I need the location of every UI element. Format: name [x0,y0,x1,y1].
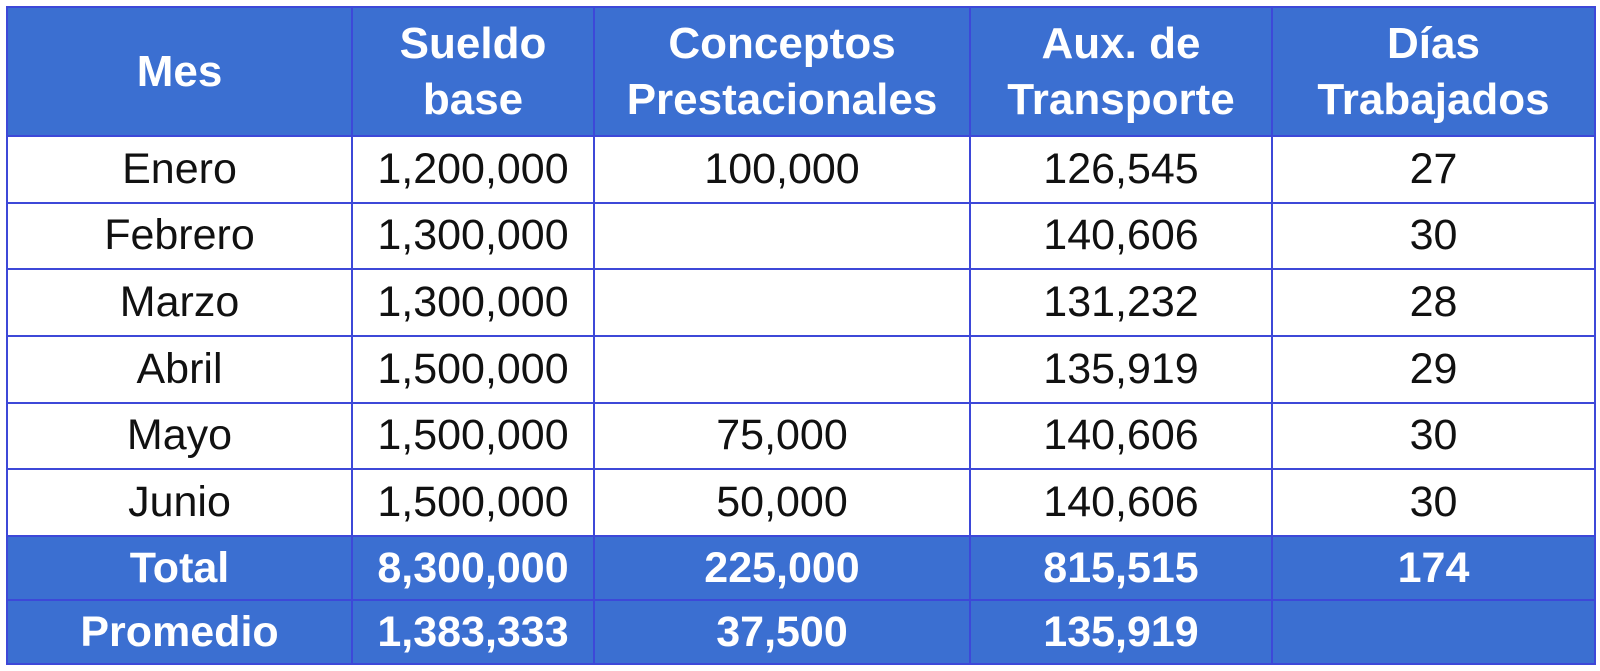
table-row: Junio 1,500,000 50,000 140,606 30 [6,468,1596,537]
cell-mes: Marzo [6,268,353,337]
cell-dias-trabajados: 30 [1271,401,1596,471]
table-row: Marzo 1,300,000 131,232 28 [6,268,1596,337]
cell-sueldo-base: 1,300,000 [351,268,595,337]
cell-sueldo-base: 1,500,000 [351,334,595,404]
average-aux-transporte: 135,919 [969,599,1273,665]
cell-dias-trabajados: 27 [1271,135,1596,204]
cell-conceptos-prestacionales: 50,000 [593,468,971,537]
cell-dias-trabajados: 29 [1271,334,1596,404]
average-label: Promedio [6,599,353,665]
table-row: Enero 1,200,000 100,000 126,545 27 [6,135,1596,204]
total-row: Total 8,300,000 225,000 815,515 174 [6,535,1596,601]
total-label: Total [6,535,353,601]
table-row: Abril 1,500,000 135,919 29 [6,334,1596,404]
header-dias-trabajados: Días Trabajados [1271,6,1596,137]
cell-mes: Febrero [6,201,353,271]
cell-mes: Junio [6,468,353,537]
cell-aux-transporte: 140,606 [969,201,1273,271]
payroll-table: Mes Sueldo base Conceptos Prestacionales… [6,6,1596,665]
total-sueldo-base: 8,300,000 [351,535,595,601]
header-row: Mes Sueldo base Conceptos Prestacionales… [6,6,1596,137]
payroll-table-container: Mes Sueldo base Conceptos Prestacionales… [6,6,1596,665]
cell-aux-transporte: 135,919 [969,334,1273,404]
cell-aux-transporte: 140,606 [969,468,1273,537]
cell-conceptos-prestacionales [593,334,971,404]
average-sueldo-base: 1,383,333 [351,599,595,665]
cell-dias-trabajados: 28 [1271,268,1596,337]
total-dias-trabajados: 174 [1271,535,1596,601]
header-aux-transporte: Aux. de Transporte [969,6,1273,137]
header-mes: Mes [6,6,353,137]
table-body: Enero 1,200,000 100,000 126,545 27 Febre… [6,135,1596,537]
cell-sueldo-base: 1,500,000 [351,401,595,471]
cell-conceptos-prestacionales [593,201,971,271]
cell-conceptos-prestacionales [593,268,971,337]
header-conceptos-prestacionales: Conceptos Prestacionales [593,6,971,137]
cell-conceptos-prestacionales: 100,000 [593,135,971,204]
cell-aux-transporte: 140,606 [969,401,1273,471]
cell-sueldo-base: 1,500,000 [351,468,595,537]
average-conceptos-prestacionales: 37,500 [593,599,971,665]
average-row: Promedio 1,383,333 37,500 135,919 [6,599,1596,665]
total-aux-transporte: 815,515 [969,535,1273,601]
cell-mes: Mayo [6,401,353,471]
cell-aux-transporte: 131,232 [969,268,1273,337]
cell-mes: Abril [6,334,353,404]
cell-aux-transporte: 126,545 [969,135,1273,204]
table-footer: Total 8,300,000 225,000 815,515 174 Prom… [6,535,1596,665]
table-row: Febrero 1,300,000 140,606 30 [6,201,1596,271]
cell-mes: Enero [6,135,353,204]
table-header: Mes Sueldo base Conceptos Prestacionales… [6,6,1596,137]
header-sueldo-base: Sueldo base [351,6,595,137]
table-row: Mayo 1,500,000 75,000 140,606 30 [6,401,1596,471]
cell-sueldo-base: 1,200,000 [351,135,595,204]
cell-sueldo-base: 1,300,000 [351,201,595,271]
average-dias-trabajados [1271,599,1596,665]
cell-dias-trabajados: 30 [1271,201,1596,271]
cell-dias-trabajados: 30 [1271,468,1596,537]
total-conceptos-prestacionales: 225,000 [593,535,971,601]
cell-conceptos-prestacionales: 75,000 [593,401,971,471]
